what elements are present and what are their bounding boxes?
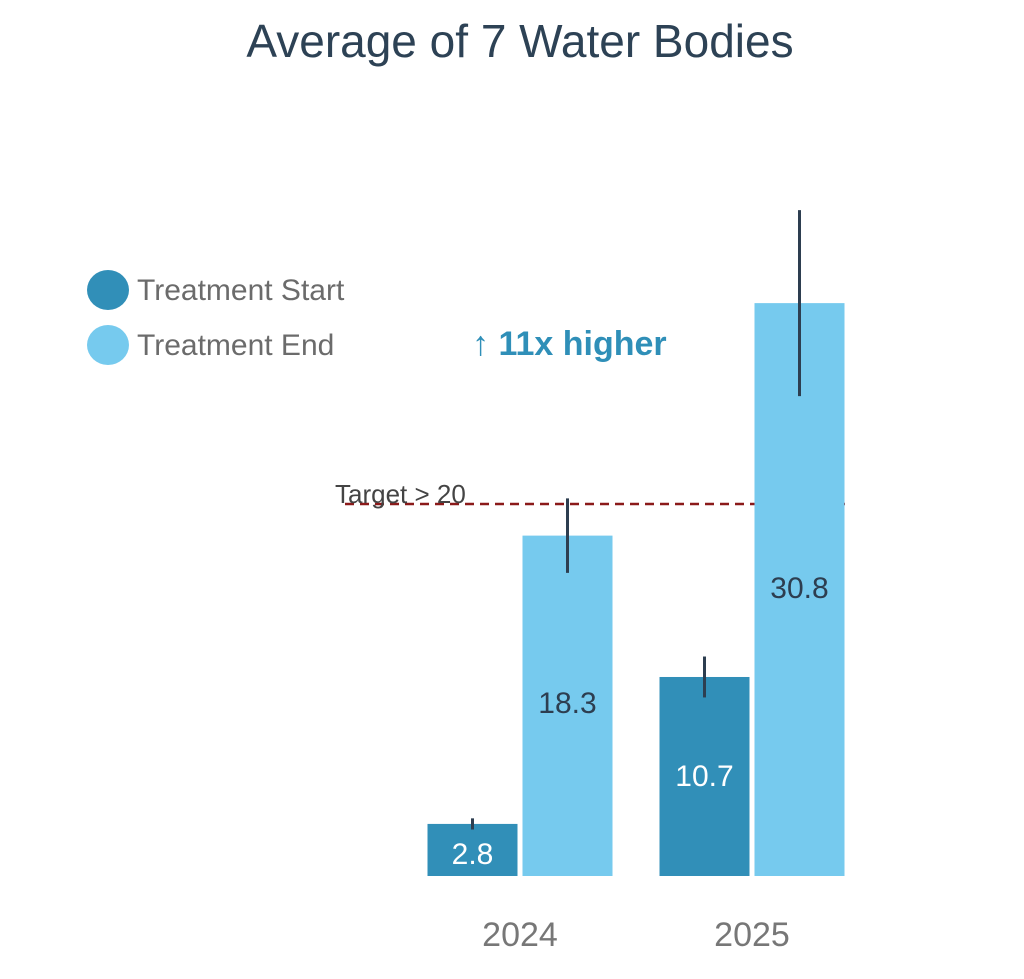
bar	[427, 823, 518, 876]
data-label: 10.7	[675, 760, 733, 793]
x-tick-label: 2025	[714, 916, 790, 954]
legend-label: Treatment Start	[137, 274, 345, 307]
bar	[659, 676, 750, 876]
data-label: 30.8	[770, 572, 828, 605]
bar	[754, 303, 845, 876]
chart-title: Average of 7 Water Bodies	[246, 15, 793, 67]
bar	[522, 535, 613, 876]
data-label: 2.8	[452, 838, 494, 871]
x-tick-label: 2024	[482, 916, 558, 954]
reference-label: Target > 20	[335, 479, 466, 509]
legend-label: Treatment End	[137, 329, 334, 362]
data-label: 18.3	[538, 687, 596, 720]
legend-marker	[87, 270, 129, 310]
annotation: ↑ 11x higher	[472, 325, 667, 363]
legend-marker	[87, 325, 129, 365]
